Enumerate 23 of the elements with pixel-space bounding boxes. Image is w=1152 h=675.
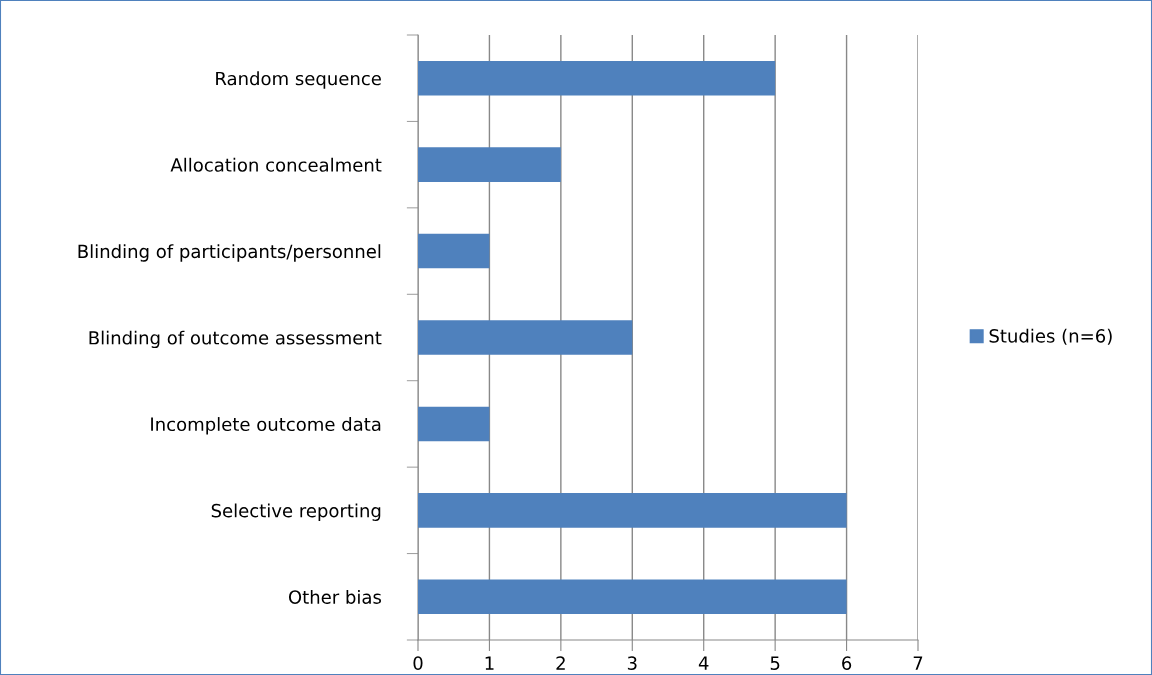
x-tick-label: 4 [698,656,709,670]
x-tick-label: 0 [413,656,423,670]
x-tick-label: 2 [556,656,565,670]
y-tick-label: Selective reporting [211,503,381,521]
x-tick-label: 6 [842,656,852,670]
x-tick-label: 7 [913,656,923,670]
y-tick-label: Blinding of outcome assessment [89,330,382,349]
bar [418,60,776,96]
y-tick-label: Blinding of participants/personnel [78,244,381,262]
y-tick-label: Random sequence [216,71,381,89]
bar [418,579,847,615]
bar [418,233,490,269]
y-tick-label: Allocation concealment [170,157,382,172]
y-tick-label: Other bias [288,589,382,604]
bar [418,147,561,182]
bar [418,493,847,528]
legend-label: Studies (n=6) [989,328,1112,345]
bar [418,320,633,355]
x-tick-label: 3 [627,656,637,670]
x-tick-label: 1 [485,656,494,670]
bar [418,406,490,442]
x-tick-label: 5 [770,656,780,670]
y-tick-label: Incomplete outcome data [151,417,381,435]
